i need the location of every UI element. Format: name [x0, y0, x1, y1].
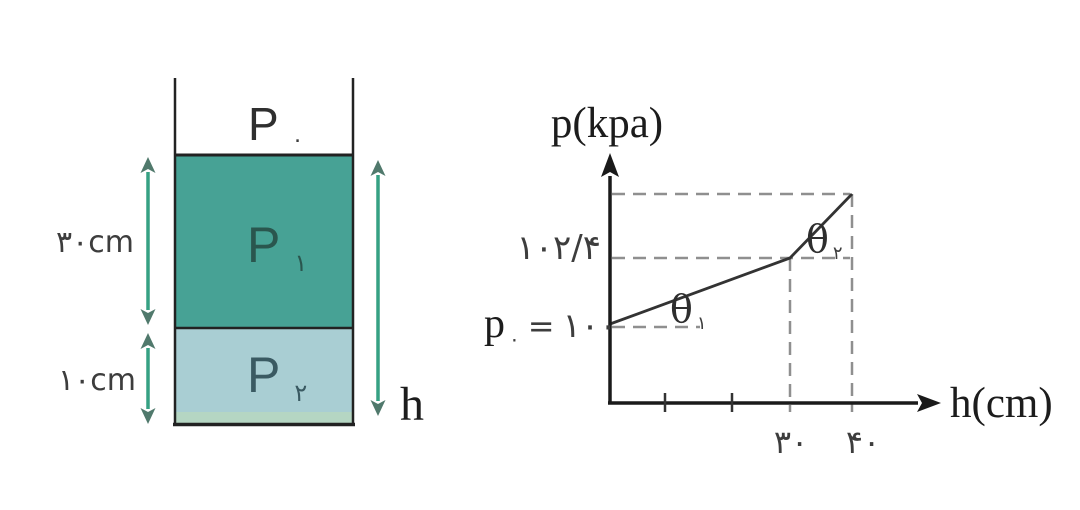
x-value-40: ۴۰	[846, 423, 880, 461]
liquid2-region	[176, 328, 352, 424]
liquid1-label-subscript: ۱	[294, 250, 307, 277]
theta1-base: θ	[670, 287, 693, 331]
theta2-subscript: ۲	[833, 243, 843, 264]
x-axis-title: h(cm)	[950, 380, 1053, 427]
p0-equation-label: p ۰ = ۱۰۰	[484, 301, 617, 351]
y-axis-title: p(kpa)	[551, 100, 663, 147]
x-value-30: ۳۰	[774, 423, 808, 461]
surface-pressure-subscript: ۰	[292, 128, 304, 153]
pressure-depth-line	[609, 193, 854, 326]
liquid2-height-label: ۱۰cm	[58, 363, 136, 398]
liquid2-label-base: P	[247, 347, 279, 403]
liquid2-label-subscript: ۲	[294, 380, 307, 407]
liquid1-region	[176, 155, 352, 328]
theta2-base: θ	[806, 217, 829, 261]
surface-pressure-label: P ۰	[248, 98, 303, 153]
depth-axis-label: h	[400, 378, 424, 431]
liquid1-pressure-label: P ۱	[247, 217, 307, 277]
dashed-guides	[612, 192, 854, 412]
liquid2-pressure-label: P ۲	[247, 347, 307, 407]
theta2-annotation: θ ۲	[806, 217, 843, 264]
pressure-graph: p(kpa) h(cm) ۱۰۲/۴ p ۰ = ۱۰۰ ۳۰ ۴۰ θ ۱ θ…	[484, 100, 1053, 461]
liquid2-bottom-tint	[176, 412, 352, 423]
liquid1-label-base: P	[247, 217, 279, 273]
p0-base: p	[484, 301, 505, 347]
liquid1-height-label: ۳۰cm	[56, 225, 134, 260]
container-diagram: P ۰ P ۱ P ۲ ۳۰cm ۱۰cm h	[56, 78, 424, 431]
p0-value: ۱۰۰	[563, 306, 618, 346]
p0-subscript: ۰	[509, 327, 520, 351]
p0-equals: =	[528, 307, 555, 345]
theta1-annotation: θ ۱	[670, 287, 707, 334]
theta1-subscript: ۱	[697, 313, 707, 334]
surface-pressure-base: P	[248, 98, 278, 150]
y-value-102-4: ۱۰۲/۴	[516, 228, 601, 268]
